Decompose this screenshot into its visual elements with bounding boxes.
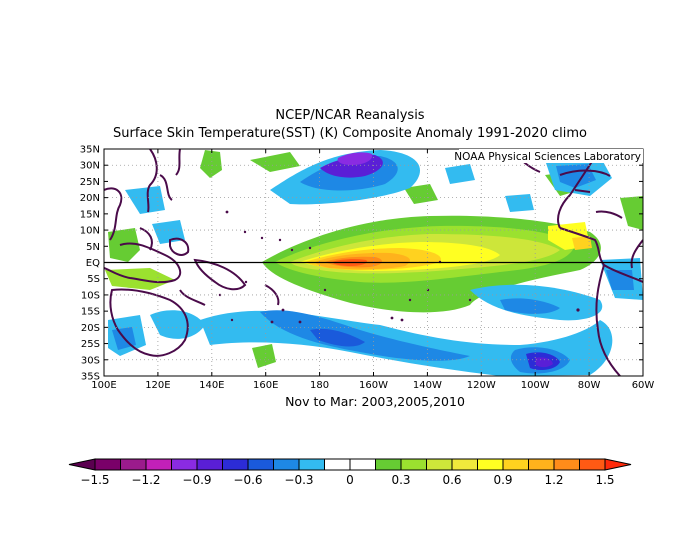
lon-label: 100E: [91, 380, 116, 391]
lat-label: 25S: [81, 339, 100, 350]
colorbar-swatch: [400, 458, 427, 471]
lon-label: 80W: [578, 380, 601, 391]
anomaly-field: [104, 149, 643, 376]
colorbar-swatch: [451, 458, 478, 471]
lon-label: 160W: [359, 380, 388, 391]
lat-label: 15S: [81, 307, 100, 318]
colorbar-label: 1.5: [595, 473, 614, 487]
title-line2: Surface Skin Temperature(SST) (K) Compos…: [113, 126, 587, 141]
colorbar-label: 0.6: [442, 473, 461, 487]
colorbar-swatch: [94, 458, 121, 471]
colorbar-swatch: [528, 458, 555, 471]
colorbar-swatch: [273, 458, 300, 471]
credit-box: [459, 149, 643, 163]
lat-label: EQ: [86, 258, 100, 269]
lat-label: 30S: [81, 355, 100, 366]
lat-label: 20N: [80, 193, 100, 204]
colorbar-swatch: [324, 458, 351, 471]
colorbar-swatch: [553, 458, 580, 471]
lat-label: 25N: [80, 177, 100, 188]
colorbar-swatch: [375, 458, 402, 471]
island-dots: [218, 210, 580, 324]
title-line1: NCEP/NCAR Reanalysis: [275, 108, 425, 123]
colorbar-label: −1.5: [80, 473, 109, 487]
colorbar-swatch: [426, 458, 453, 471]
colorbar-swatch: [222, 458, 249, 471]
colorbar-label: −1.2: [131, 473, 160, 487]
colorbar-swatch: [502, 458, 529, 471]
lon-label: 120E: [145, 380, 170, 391]
lat-label: 5N: [86, 242, 100, 253]
colorbar-label: 0.3: [391, 473, 410, 487]
credit-text: NOAA Physical Sciences Laboratory: [454, 151, 641, 163]
lat-label: 35N: [80, 145, 100, 156]
colorbar-swatch: [477, 458, 504, 471]
colorbar-swatch: [120, 458, 147, 471]
lat-label: 35S: [81, 372, 100, 383]
lon-label: 120W: [467, 380, 496, 391]
colorbar-swatch: [196, 458, 223, 471]
colorbar-swatch: [298, 458, 325, 471]
lat-label: 10N: [80, 226, 100, 237]
lat-label: 20S: [81, 323, 100, 334]
colorbar-left-arrow: [68, 458, 96, 471]
colorbar-swatch: [145, 458, 172, 471]
lon-label: 100W: [521, 380, 550, 391]
colorbar-label: 0.9: [493, 473, 512, 487]
lon-label: 160E: [253, 380, 278, 391]
lat-label: 15N: [80, 209, 100, 220]
colorbar: −1.5 −1.2 −0.9 −0.6 −0.3 0 0.3 0.6 0.9 1.2 1.5: [68, 458, 632, 487]
colorbar-label: −0.6: [233, 473, 262, 487]
lat-label: 30N: [80, 161, 100, 172]
lat-label: 10S: [81, 290, 100, 301]
axis-labels: 100E 120E 140E 160E 180 160W 140W 120W 100W 80W 60…: [80, 145, 655, 392]
lat-label: 5S: [87, 274, 100, 285]
lon-label: 180: [310, 380, 329, 391]
colorbar-label: −0.9: [182, 473, 211, 487]
lon-label: 140E: [199, 380, 224, 391]
colorbar-label: 0: [346, 473, 354, 487]
colorbar-label: 1.2: [544, 473, 563, 487]
colorbar-swatch: [579, 458, 606, 471]
colorbar-label: −0.3: [284, 473, 313, 487]
colorbar-right-arrow: [604, 458, 632, 471]
lon-label: 60W: [632, 380, 655, 391]
colorbar-swatch: [247, 458, 274, 471]
lon-label: 140W: [413, 380, 442, 391]
subtitle: Nov to Mar: 2003,2005,2010: [285, 394, 465, 409]
coastlines: [104, 149, 643, 376]
colorbar-swatch: [171, 458, 198, 471]
colorbar-swatch: [349, 458, 376, 471]
